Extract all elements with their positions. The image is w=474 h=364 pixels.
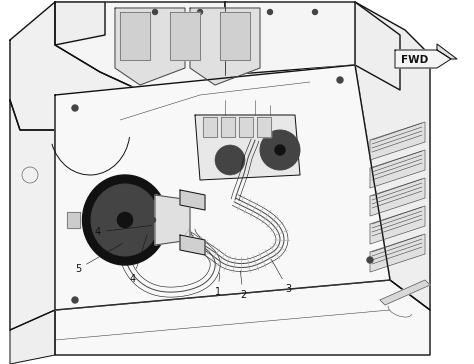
Polygon shape [67,212,80,228]
Circle shape [275,145,285,155]
Polygon shape [370,122,425,160]
Polygon shape [55,2,105,45]
Polygon shape [10,100,55,330]
Polygon shape [380,280,430,305]
Polygon shape [370,234,425,272]
Polygon shape [55,65,390,310]
Circle shape [267,9,273,15]
Circle shape [215,145,245,175]
Circle shape [103,198,108,203]
Circle shape [72,297,78,303]
Polygon shape [203,117,217,137]
Circle shape [337,77,343,83]
Polygon shape [115,8,185,85]
Polygon shape [180,235,205,255]
Text: 4: 4 [130,235,147,284]
Circle shape [94,218,100,222]
Circle shape [103,237,108,242]
Polygon shape [225,2,400,90]
Polygon shape [195,115,300,180]
Text: FWD: FWD [401,55,428,65]
Circle shape [312,9,318,15]
Circle shape [268,138,292,162]
Polygon shape [370,178,425,216]
Polygon shape [370,206,425,244]
Polygon shape [10,310,55,364]
Polygon shape [220,12,250,60]
Ellipse shape [82,175,167,265]
Polygon shape [437,44,457,59]
Circle shape [367,257,373,263]
Circle shape [142,198,147,203]
Circle shape [122,190,128,194]
Polygon shape [395,50,451,68]
Polygon shape [55,2,225,95]
Polygon shape [120,12,150,60]
Polygon shape [180,190,205,210]
Text: 4: 4 [95,225,152,237]
Polygon shape [370,150,425,188]
Circle shape [122,245,128,250]
Circle shape [151,218,155,222]
Polygon shape [10,2,150,130]
Polygon shape [155,195,190,245]
Ellipse shape [91,184,159,256]
Ellipse shape [106,200,144,240]
Polygon shape [55,280,430,355]
Polygon shape [221,117,235,137]
Circle shape [142,237,147,242]
Circle shape [260,130,300,170]
Text: 3: 3 [272,260,291,294]
Circle shape [117,212,133,228]
Polygon shape [257,117,271,137]
Circle shape [153,9,157,15]
Polygon shape [170,12,200,60]
Text: 1: 1 [215,273,221,297]
Circle shape [72,105,78,111]
Circle shape [198,9,202,15]
Text: 2: 2 [240,271,246,300]
Polygon shape [355,2,430,310]
Polygon shape [239,117,253,137]
Text: 5: 5 [75,244,123,274]
Polygon shape [190,8,260,85]
